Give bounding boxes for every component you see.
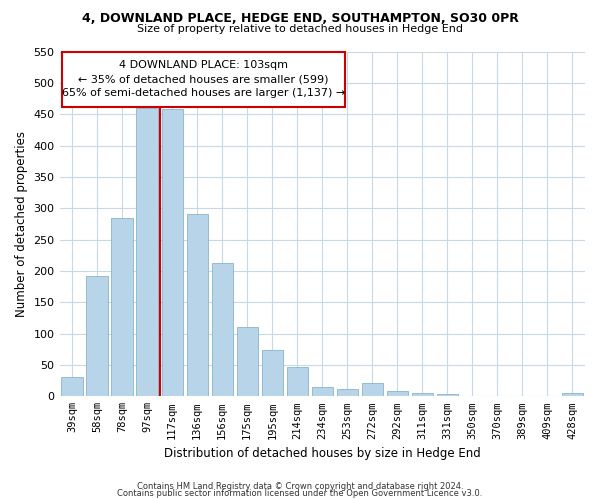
Text: 4, DOWNLAND PLACE, HEDGE END, SOUTHAMPTON, SO30 0PR: 4, DOWNLAND PLACE, HEDGE END, SOUTHAMPTO… [82,12,518,26]
Text: 4 DOWNLAND PLACE: 103sqm
← 35% of detached houses are smaller (599)
65% of semi-: 4 DOWNLAND PLACE: 103sqm ← 35% of detach… [62,60,345,98]
Bar [562,393,583,396]
Bar [437,394,458,396]
X-axis label: Distribution of detached houses by size in Hedge End: Distribution of detached houses by size … [164,447,481,460]
Bar [136,108,158,397]
Bar [311,387,333,396]
Bar [412,393,433,396]
Bar [287,368,308,396]
Text: Contains public sector information licensed under the Open Government Licence v3: Contains public sector information licen… [118,488,482,498]
Bar [61,378,83,396]
FancyBboxPatch shape [62,52,345,106]
Bar [112,218,133,396]
Bar [262,350,283,397]
Bar [362,382,383,396]
Bar [187,214,208,396]
Bar [212,264,233,396]
Bar [337,389,358,396]
Bar [161,109,183,397]
Y-axis label: Number of detached properties: Number of detached properties [15,131,28,317]
Bar [86,276,108,396]
Text: Contains HM Land Registry data © Crown copyright and database right 2024.: Contains HM Land Registry data © Crown c… [137,482,463,491]
Text: Size of property relative to detached houses in Hedge End: Size of property relative to detached ho… [137,24,463,34]
Bar [387,390,408,396]
Bar [236,328,258,396]
